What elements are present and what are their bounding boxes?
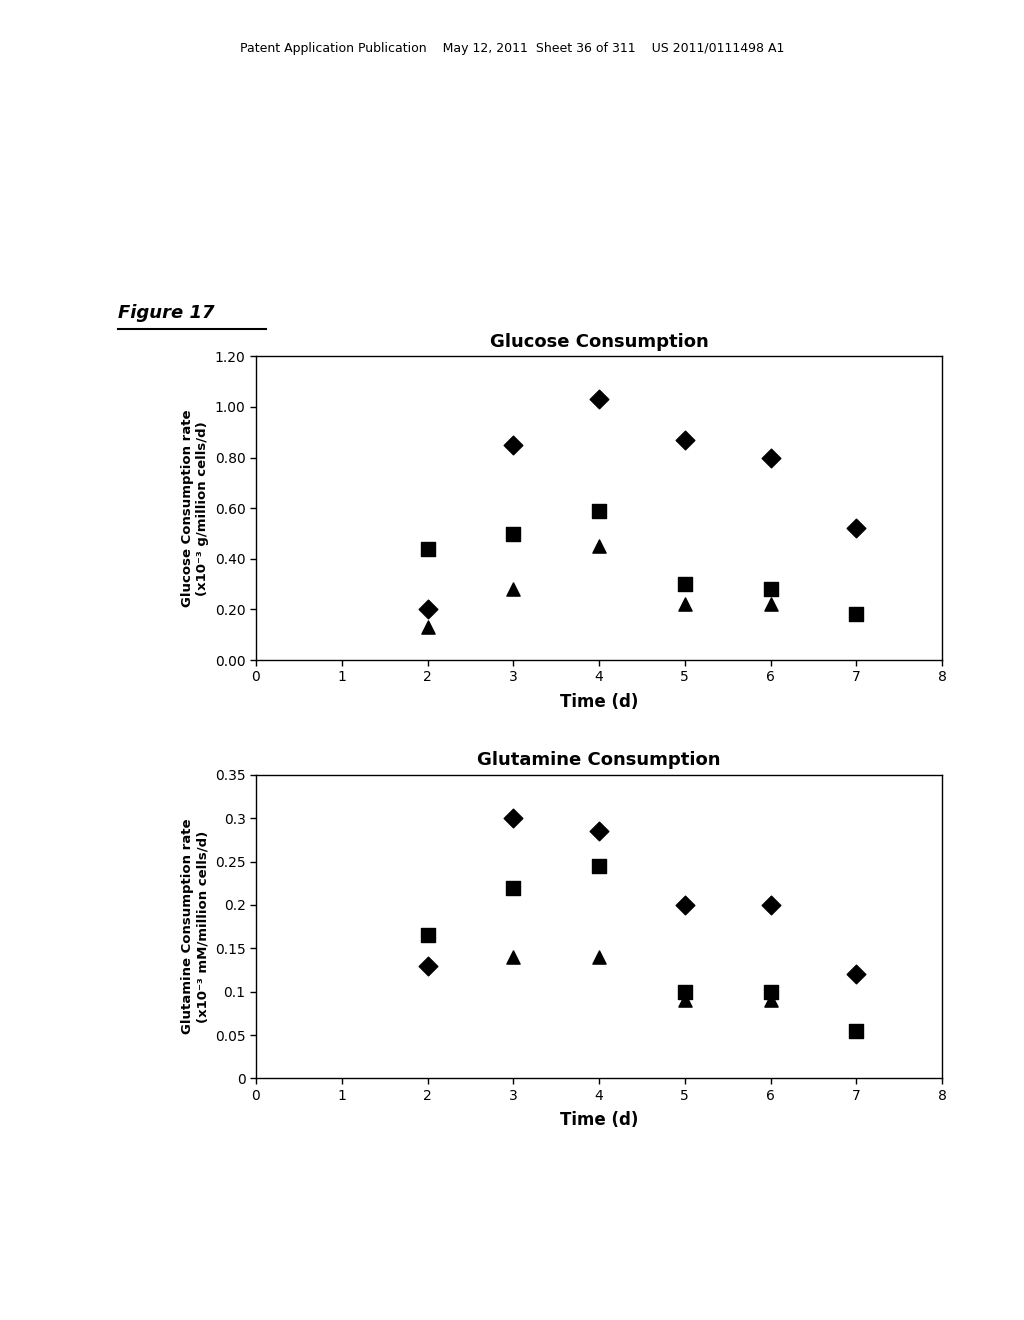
Y-axis label: Glucose Consumption rate
(x10⁻³ g/million cells/d): Glucose Consumption rate (x10⁻³ g/millio… [181, 409, 209, 607]
Point [591, 821, 607, 842]
Point [762, 578, 779, 599]
Point [505, 523, 521, 544]
Point [505, 808, 521, 829]
Point [420, 539, 436, 560]
Point [762, 895, 779, 916]
Text: Figure 17: Figure 17 [118, 304, 214, 322]
Point [591, 855, 607, 876]
Text: Patent Application Publication    May 12, 2011  Sheet 36 of 311    US 2011/01114: Patent Application Publication May 12, 2… [240, 42, 784, 55]
Y-axis label: Glutamine Consumption rate
(x10⁻³ mM/million cells/d): Glutamine Consumption rate (x10⁻³ mM/mil… [181, 818, 209, 1035]
X-axis label: Time (d): Time (d) [560, 693, 638, 710]
Point [505, 434, 521, 455]
Point [591, 946, 607, 968]
Point [848, 964, 864, 985]
X-axis label: Time (d): Time (d) [560, 1111, 638, 1129]
Point [420, 925, 436, 946]
Title: Glucose Consumption: Glucose Consumption [489, 333, 709, 351]
Point [420, 599, 436, 620]
Point [420, 925, 436, 946]
Point [677, 990, 693, 1011]
Title: Glutamine Consumption: Glutamine Consumption [477, 751, 721, 770]
Point [848, 517, 864, 539]
Point [677, 895, 693, 916]
Point [591, 536, 607, 557]
Point [677, 429, 693, 450]
Point [762, 990, 779, 1011]
Point [505, 578, 521, 599]
Point [505, 946, 521, 968]
Point [591, 389, 607, 411]
Point [505, 876, 521, 898]
Point [420, 956, 436, 977]
Point [762, 594, 779, 615]
Point [848, 605, 864, 626]
Point [677, 981, 693, 1002]
Point [762, 981, 779, 1002]
Point [848, 605, 864, 626]
Point [848, 1020, 864, 1041]
Point [420, 616, 436, 638]
Point [591, 500, 607, 521]
Point [762, 447, 779, 469]
Point [677, 594, 693, 615]
Point [848, 1020, 864, 1041]
Point [677, 573, 693, 594]
